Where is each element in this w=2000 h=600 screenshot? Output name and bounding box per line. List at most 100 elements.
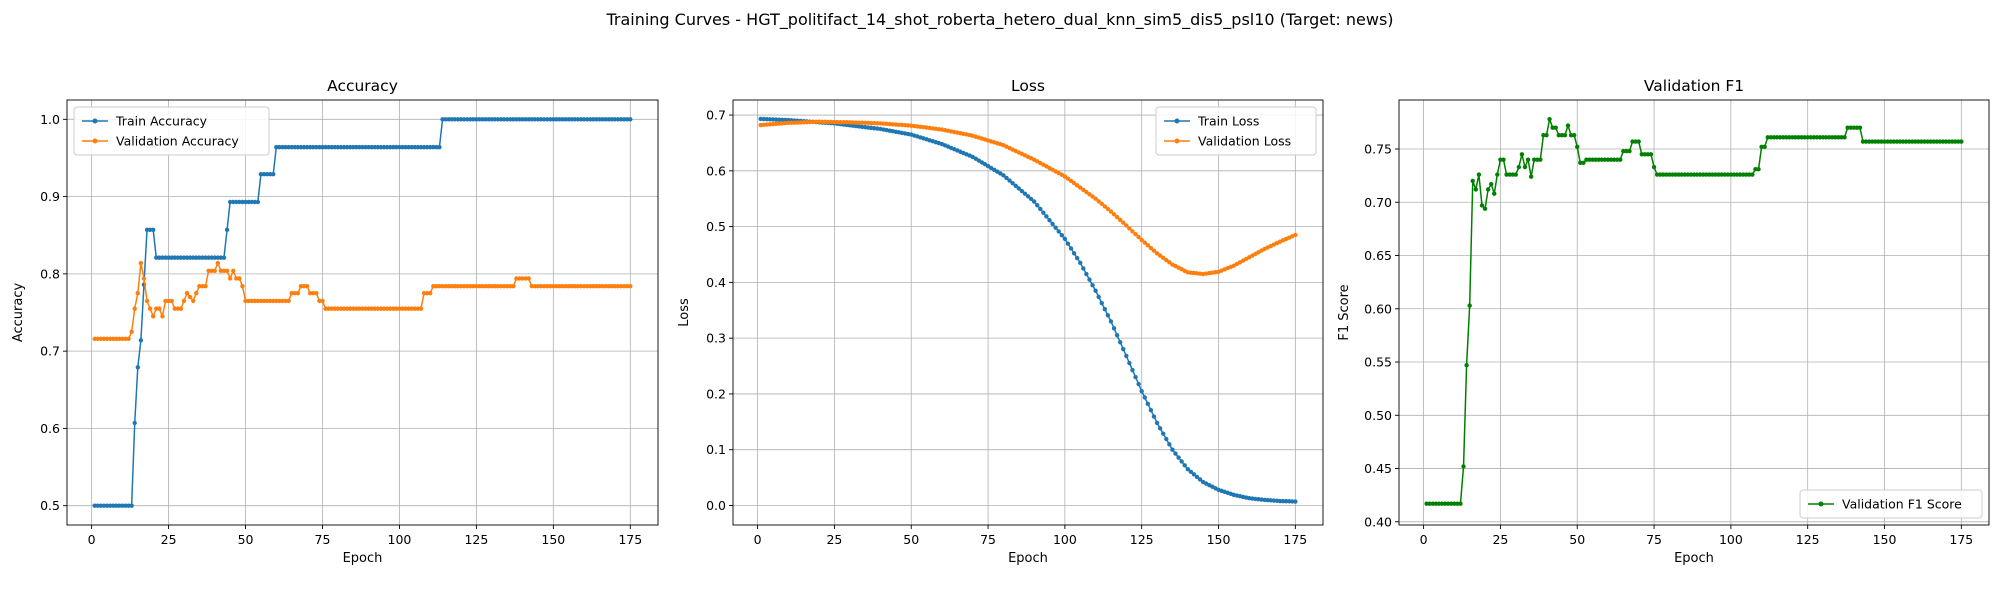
data-point bbox=[424, 290, 430, 296]
data-point bbox=[1173, 451, 1178, 456]
data-point bbox=[1117, 217, 1123, 223]
x-tick-label: 75 bbox=[980, 532, 996, 547]
axes-frame bbox=[1398, 99, 1990, 526]
data-point bbox=[388, 306, 393, 311]
data-point bbox=[160, 255, 165, 260]
data-point bbox=[329, 144, 334, 150]
data-point bbox=[252, 298, 257, 304]
x-tick-label: 125 bbox=[1796, 532, 1820, 547]
data-point bbox=[1787, 135, 1792, 140]
data-point bbox=[277, 298, 282, 304]
data-point bbox=[1148, 408, 1154, 413]
data-point bbox=[1133, 374, 1138, 380]
data-point bbox=[1507, 172, 1512, 177]
data-point bbox=[1894, 139, 1900, 144]
series-line-train-loss bbox=[760, 118, 1296, 503]
data-point bbox=[813, 119, 819, 125]
data-point bbox=[255, 199, 261, 205]
data-point bbox=[332, 144, 337, 150]
data-point bbox=[758, 116, 763, 122]
data-point bbox=[443, 284, 448, 289]
data-point bbox=[194, 290, 199, 296]
y-tick-label: 0.7 bbox=[706, 108, 726, 123]
data-point bbox=[1050, 221, 1055, 227]
data-point bbox=[406, 144, 411, 150]
data-point bbox=[437, 144, 442, 150]
data-point bbox=[480, 117, 485, 122]
data-point bbox=[1283, 499, 1289, 504]
data-point bbox=[1642, 152, 1648, 157]
data-point bbox=[135, 365, 140, 370]
data-point bbox=[203, 284, 208, 289]
x-tick-label: 175 bbox=[618, 532, 642, 547]
data-point bbox=[403, 144, 408, 150]
data-point bbox=[1154, 251, 1160, 256]
data-point bbox=[237, 276, 242, 281]
data-point bbox=[1707, 172, 1712, 177]
data-point bbox=[504, 284, 510, 289]
series-markers-validation-loss bbox=[758, 119, 1298, 277]
data-point bbox=[1078, 185, 1083, 190]
data-point bbox=[234, 276, 239, 281]
data-point bbox=[603, 117, 608, 122]
data-point bbox=[1182, 463, 1187, 468]
data-point bbox=[829, 119, 834, 125]
data-point bbox=[529, 284, 534, 289]
data-point bbox=[95, 336, 100, 341]
data-point bbox=[1185, 467, 1190, 472]
data-point bbox=[1535, 157, 1540, 162]
data-point bbox=[621, 284, 627, 289]
data-point bbox=[1176, 455, 1181, 460]
data-point bbox=[384, 306, 390, 311]
y-tick-label: 1.0 bbox=[40, 112, 60, 127]
data-point bbox=[486, 117, 491, 122]
legend-marker-validation-accuracy bbox=[92, 138, 98, 144]
data-point bbox=[394, 306, 399, 311]
data-point bbox=[625, 117, 630, 122]
data-point bbox=[338, 306, 344, 311]
data-point bbox=[520, 276, 525, 281]
y-tick-label: 0.0 bbox=[706, 498, 726, 513]
data-point bbox=[612, 117, 618, 122]
data-point bbox=[1664, 172, 1669, 177]
data-point bbox=[1016, 186, 1021, 191]
data-point bbox=[354, 306, 359, 311]
data-point bbox=[181, 255, 187, 260]
y-axis-label: Accuracy bbox=[11, 283, 26, 343]
data-point bbox=[449, 284, 454, 289]
data-point bbox=[132, 306, 137, 311]
data-point bbox=[209, 255, 214, 260]
y-tick-label: 0.5 bbox=[40, 498, 60, 513]
data-point bbox=[446, 284, 451, 289]
data-point bbox=[295, 290, 301, 296]
data-point bbox=[501, 284, 507, 289]
data-point bbox=[1946, 139, 1952, 144]
data-point bbox=[1108, 319, 1114, 324]
data-point bbox=[126, 503, 131, 508]
data-point bbox=[1725, 172, 1731, 177]
data-point bbox=[1538, 157, 1543, 162]
data-point bbox=[1096, 199, 1101, 204]
data-point bbox=[1676, 172, 1681, 177]
data-point bbox=[1492, 191, 1497, 196]
data-point bbox=[246, 298, 251, 304]
data-point bbox=[1164, 436, 1169, 442]
x-tick-label: 100 bbox=[388, 532, 412, 547]
data-point bbox=[1105, 206, 1111, 212]
data-point bbox=[1565, 123, 1571, 128]
data-point bbox=[1550, 125, 1555, 130]
data-point bbox=[271, 298, 276, 304]
data-point bbox=[434, 144, 439, 150]
data-point bbox=[1897, 139, 1903, 144]
data-point bbox=[489, 284, 494, 289]
data-point bbox=[1093, 288, 1098, 293]
data-point bbox=[1139, 237, 1144, 243]
data-point bbox=[1430, 501, 1436, 506]
data-point bbox=[859, 120, 865, 125]
data-point bbox=[1731, 172, 1737, 177]
data-point bbox=[1618, 157, 1623, 162]
data-point bbox=[231, 268, 236, 273]
data-point bbox=[1854, 125, 1860, 130]
data-point bbox=[1796, 135, 1801, 140]
